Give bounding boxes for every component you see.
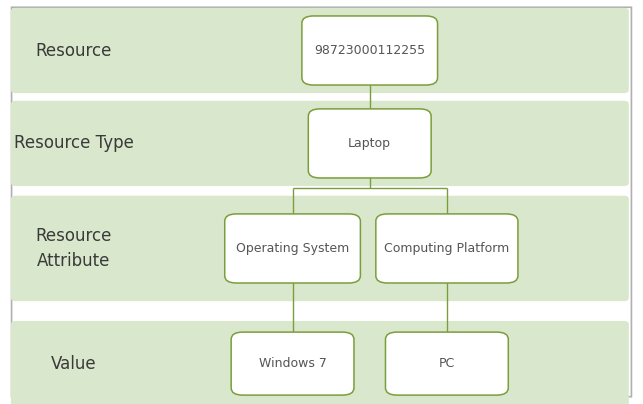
Text: Resource Type: Resource Type: [14, 135, 134, 152]
Text: PC: PC: [439, 357, 455, 370]
Text: 98723000112255: 98723000112255: [314, 44, 425, 57]
Text: Laptop: Laptop: [349, 137, 391, 150]
FancyBboxPatch shape: [11, 196, 629, 301]
FancyBboxPatch shape: [231, 332, 354, 395]
Text: Value: Value: [51, 355, 96, 372]
FancyBboxPatch shape: [11, 321, 629, 404]
Text: Computing Platform: Computing Platform: [385, 242, 509, 255]
FancyBboxPatch shape: [302, 16, 437, 85]
FancyBboxPatch shape: [12, 7, 631, 397]
Text: Resource: Resource: [36, 42, 112, 59]
Text: Resource
Attribute: Resource Attribute: [36, 227, 112, 270]
FancyBboxPatch shape: [11, 101, 629, 186]
FancyBboxPatch shape: [309, 109, 431, 178]
FancyBboxPatch shape: [225, 214, 360, 283]
Text: Windows 7: Windows 7: [258, 357, 327, 370]
Text: Operating System: Operating System: [236, 242, 349, 255]
FancyBboxPatch shape: [385, 332, 508, 395]
FancyBboxPatch shape: [11, 8, 629, 93]
FancyBboxPatch shape: [376, 214, 518, 283]
